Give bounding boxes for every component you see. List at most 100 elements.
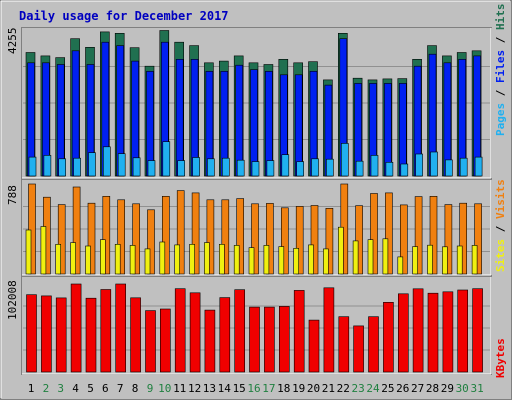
- pages-bar: [340, 143, 349, 177]
- pages-bar: [192, 157, 200, 177]
- sites-bar: [397, 256, 404, 275]
- visits-bar: [72, 186, 81, 275]
- legend-entry: KBytes: [494, 338, 507, 378]
- sites-bar: [55, 244, 62, 275]
- sites-bar: [144, 248, 151, 275]
- pages-bar: [459, 157, 468, 177]
- files-bar: [250, 69, 258, 177]
- sites-visits-legend: Sites / Visits: [494, 179, 507, 272]
- kbytes-bar: [368, 316, 379, 373]
- legend-entry: /: [494, 219, 507, 239]
- kbytes-bar: [234, 289, 245, 373]
- files-bar: [175, 58, 184, 177]
- sites-bar: [337, 226, 344, 275]
- visits-bar: [206, 199, 215, 275]
- files-bar: [71, 50, 80, 177]
- day-label: 24: [366, 382, 380, 395]
- pages-bar: [326, 158, 334, 177]
- day-label: 10: [158, 382, 171, 395]
- sites-bar: [293, 248, 300, 275]
- kbytes-bar: [70, 283, 82, 373]
- pages-bar: [222, 157, 230, 177]
- visits-bar: [355, 205, 363, 275]
- visits-bar: [459, 202, 468, 275]
- day-label: 26: [396, 382, 409, 395]
- kbytes-bar: [264, 306, 275, 373]
- pages-bar: [117, 153, 126, 177]
- pages-bar: [58, 158, 67, 177]
- kbytes-max-label: 102008: [6, 280, 19, 320]
- day-label: 17: [262, 382, 275, 395]
- day-axis-labels: 1 2 3 4 5 6 7 8 9 10 11 12 13 14 15 16 17 18 19 20 21 22 23 24 2…: [28, 382, 484, 395]
- pages-bar: [445, 159, 453, 177]
- day-label: 31: [470, 382, 483, 395]
- pages-bar: [296, 161, 305, 177]
- pages-bar: [88, 152, 96, 177]
- visits-bar: [474, 203, 482, 275]
- kbytes-bar: [174, 288, 186, 373]
- pages-bar: [474, 156, 483, 177]
- kbytes-bar: [353, 325, 364, 373]
- kbytes-bar: [308, 319, 320, 373]
- day-label: 16: [247, 382, 260, 395]
- day-label: 18: [277, 382, 290, 395]
- sites-bar: [412, 246, 418, 275]
- legend-entry: /: [494, 83, 507, 103]
- pages-bar: [415, 153, 423, 177]
- visits-bar: [102, 196, 111, 275]
- visits-bar: [28, 183, 36, 275]
- sites-bar: [70, 242, 76, 275]
- files-bar: [294, 74, 303, 177]
- pages-bar: [28, 156, 37, 177]
- sites-bar: [263, 245, 270, 275]
- day-label: 4: [72, 382, 79, 395]
- visits-bar: [429, 196, 438, 275]
- visits-bar: [370, 193, 378, 275]
- sites-bar: [442, 246, 448, 275]
- kbytes-bar: [472, 288, 483, 373]
- sites-bar: [471, 245, 478, 275]
- day-label: 13: [203, 382, 216, 395]
- legend-entry: Pages: [494, 103, 507, 136]
- visits-bar: [385, 192, 393, 275]
- pages-bar: [281, 154, 290, 177]
- pages-bar: [162, 141, 171, 177]
- visits-bar: [399, 204, 408, 275]
- kbytes-bar: [85, 297, 97, 373]
- kbytes-bar: [145, 310, 156, 373]
- kbytes-bar: [383, 301, 394, 373]
- files-bar: [146, 71, 154, 177]
- day-label: 27: [411, 382, 424, 395]
- day-label: 14: [218, 382, 232, 395]
- legend-entry: Visits: [494, 179, 507, 219]
- visits-bar: [236, 198, 244, 275]
- chart-bars: [23, 30, 490, 373]
- visits-bar: [191, 192, 200, 275]
- visits-bar: [221, 199, 230, 275]
- kbytes-bar: [160, 308, 171, 373]
- visits-bar: [251, 203, 259, 275]
- kbytes-bar: [323, 287, 335, 373]
- day-label: 19: [292, 382, 305, 395]
- chart-title: Daily usage for December 2017: [19, 9, 229, 23]
- day-label: 11: [173, 382, 186, 395]
- legend-entry: /: [494, 30, 507, 50]
- day-label: 15: [233, 382, 246, 395]
- kbytes-bar: [338, 316, 350, 373]
- legend-entry: Files: [494, 50, 507, 83]
- files-bar: [265, 71, 273, 177]
- pages-bar: [147, 160, 156, 177]
- day-label: 12: [188, 382, 201, 395]
- kbytes-bar: [115, 283, 126, 373]
- visits-bar: [57, 204, 66, 275]
- pages-bar: [266, 160, 275, 177]
- visits-bar: [295, 206, 304, 275]
- sites-bar: [382, 238, 389, 275]
- kbytes-bar: [278, 306, 290, 373]
- pages-bar: [103, 146, 111, 177]
- sites-bar: [456, 245, 463, 275]
- sites-bar: [100, 239, 106, 275]
- day-label: 23: [351, 382, 364, 395]
- pages-bar: [73, 157, 81, 177]
